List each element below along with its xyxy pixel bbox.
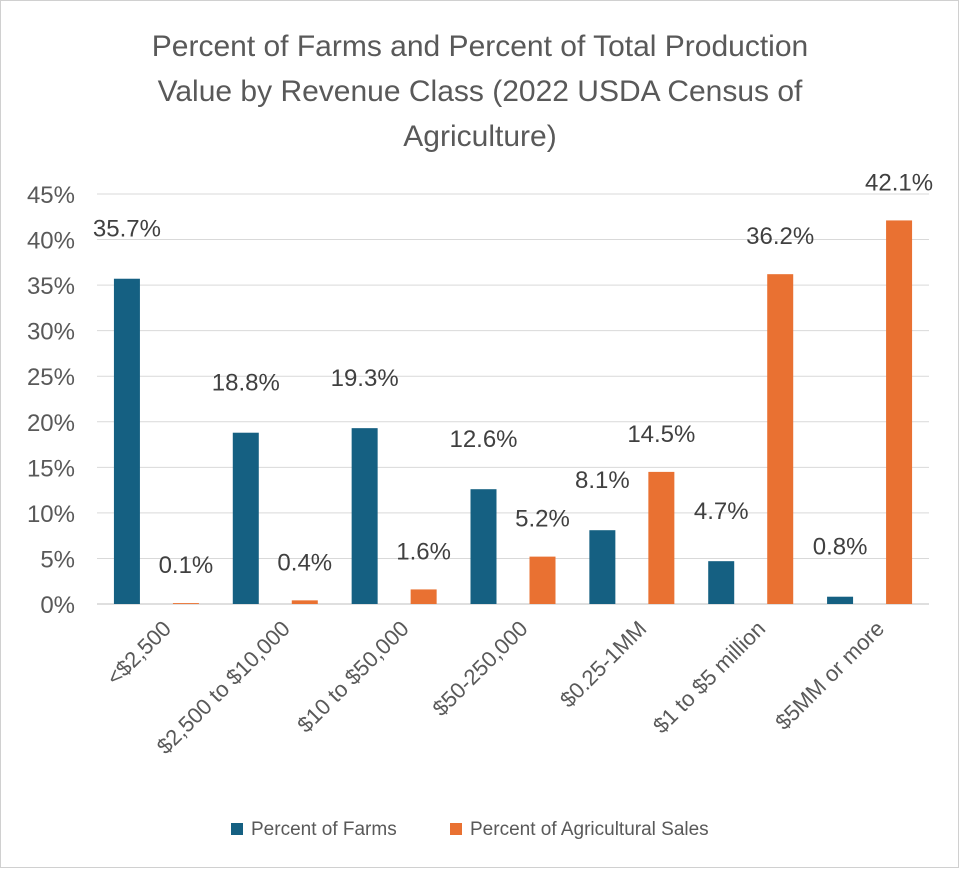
data-label: 4.7% xyxy=(694,498,749,525)
bar-percent-of-farms xyxy=(827,596,854,604)
bar-percent-of-farms xyxy=(589,530,616,604)
x-axis-tick-labels: <$2,500$2,500 to $10,000$10 to $50,000 $5… xyxy=(102,616,889,759)
y-tick-label: 30% xyxy=(27,319,75,346)
x-tick-label: <$2,500 xyxy=(102,616,176,690)
bar-percent-of-farms xyxy=(470,489,497,604)
bar-percent-of-sales xyxy=(291,600,318,604)
data-label: 5.2% xyxy=(515,506,570,533)
data-label: 0.4% xyxy=(277,549,332,576)
y-axis-tick-labels: 0% 5% 10% 15% 20% 25% 30% 35% 40% 45% xyxy=(27,182,75,619)
data-label: 0.1% xyxy=(159,552,214,579)
y-tick-label: 45% xyxy=(27,182,75,209)
bars xyxy=(113,220,913,604)
data-label: 14.5% xyxy=(627,421,695,448)
legend-label: Percent of Agricultural Sales xyxy=(470,819,709,840)
data-label: 35.7% xyxy=(93,216,161,243)
chart-title: Percent of Farms and Percent of Total Pr… xyxy=(152,30,808,153)
data-label: 12.6% xyxy=(449,426,517,453)
bar-percent-of-farms xyxy=(351,428,378,604)
y-tick-label: 25% xyxy=(27,364,75,391)
data-label: 36.2% xyxy=(746,223,814,250)
data-label: 8.1% xyxy=(575,467,630,494)
y-tick-label: 0% xyxy=(40,592,75,619)
bar-percent-of-farms xyxy=(113,278,140,604)
x-tick-label: $1 to $5 million xyxy=(648,616,770,738)
data-labels: 35.7% 18.8% 19.3% 12.6% 8.1% 4.7% 0.8% 0.1% 0.4%… xyxy=(93,169,933,579)
bar-percent-of-sales xyxy=(410,589,437,604)
y-tick-label: 35% xyxy=(27,273,75,300)
data-label: 1.6% xyxy=(396,538,451,565)
x-tick-label: $10 to $50,000 xyxy=(292,616,413,737)
y-tick-label: 20% xyxy=(27,410,75,437)
gridlines xyxy=(97,193,929,605)
legend-label: Percent of Farms xyxy=(251,819,397,840)
bar-percent-of-sales xyxy=(529,556,556,604)
bar-percent-of-sales xyxy=(767,274,794,604)
x-tick-label: $50-250,000 xyxy=(427,616,532,721)
y-tick-label: 40% xyxy=(27,228,75,255)
chart-title-line: Value by Revenue Class (2022 USDA Census… xyxy=(158,75,803,108)
bar-percent-of-sales xyxy=(172,603,199,604)
chart-title-line: Agriculture) xyxy=(403,120,556,153)
bar-percent-of-sales xyxy=(648,471,675,604)
bar-percent-of-farms xyxy=(708,561,735,604)
x-tick-label: $0.25-1MM xyxy=(555,616,651,712)
data-label: 0.8% xyxy=(813,534,868,561)
x-tick-label: $5MM or more xyxy=(770,616,889,735)
data-label: 19.3% xyxy=(331,365,399,392)
y-tick-label: 15% xyxy=(27,455,75,482)
legend-swatch-sales xyxy=(450,823,462,835)
y-tick-label: 5% xyxy=(40,546,75,573)
data-label: 42.1% xyxy=(865,169,933,196)
chart-title-line: Percent of Farms and Percent of Total Pr… xyxy=(152,30,808,63)
legend-swatch-farms xyxy=(231,823,243,835)
legend: Percent of Farms Percent of Agricultural … xyxy=(231,819,709,840)
y-tick-label: 10% xyxy=(27,501,75,528)
bar-percent-of-sales xyxy=(886,220,913,604)
data-label: 18.8% xyxy=(212,370,280,397)
x-tick-label: $2,500 to $10,000 xyxy=(152,616,295,759)
bar-percent-of-farms xyxy=(232,432,259,604)
